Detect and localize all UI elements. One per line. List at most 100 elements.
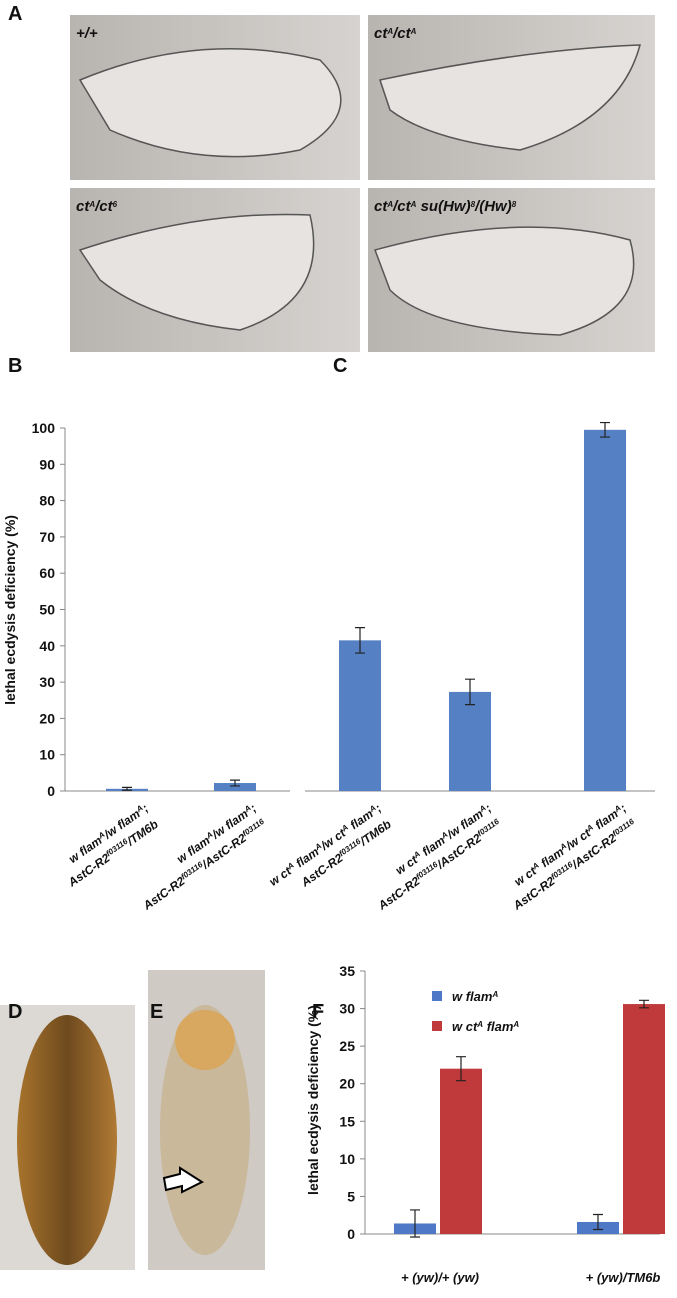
y-tick-label: 50	[39, 602, 55, 618]
superscript: A	[386, 27, 393, 36]
y-tick-label: 30	[339, 1001, 355, 1017]
panel-label: D	[8, 1001, 22, 1023]
text-segment: ct	[374, 198, 388, 215]
superscript: A	[410, 27, 417, 36]
bar	[339, 640, 381, 791]
text-segment: w flam	[452, 989, 493, 1004]
genotype-label: ctA/ct6	[76, 198, 118, 215]
superscript: A	[612, 803, 623, 814]
superscript: 8	[471, 200, 476, 209]
bar	[623, 1004, 665, 1234]
error-bar	[122, 786, 132, 791]
error-bar	[600, 421, 610, 438]
superscript: A	[491, 990, 498, 999]
superscript: A	[477, 803, 488, 814]
panel-label: B	[8, 355, 22, 377]
text-segment: /(Hw)	[474, 198, 512, 215]
genotype-label: ctA/ctA	[374, 25, 417, 42]
text-segment: w ct	[452, 1019, 478, 1034]
x-tick-label: AstC-R2f03116/AstC-R2f03116	[139, 816, 269, 913]
y-tick-label: 60	[39, 565, 55, 581]
error-bar	[410, 1209, 420, 1238]
error-bar	[593, 1213, 603, 1231]
error-bar	[639, 999, 649, 1009]
y-tick-label: 15	[339, 1113, 355, 1129]
superscript: A	[285, 860, 296, 871]
text-segment: /ct	[392, 198, 412, 215]
superscript: A	[367, 803, 378, 814]
y-tick-label: 25	[339, 1038, 355, 1054]
error-bar	[230, 779, 240, 787]
text-segment: ;	[617, 801, 628, 815]
panel-label: C	[333, 355, 347, 377]
panel-label: A	[8, 3, 22, 25]
bar	[214, 783, 256, 791]
genotype-label: +/+	[76, 25, 98, 42]
y-axis-label: lethal ecdysis deficiency (%)	[2, 515, 18, 705]
superscript: A	[386, 200, 393, 209]
y-tick-label: 40	[39, 638, 55, 654]
superscript: A	[530, 860, 541, 871]
text-segment: AstC-R2	[140, 874, 188, 913]
text-segment: +/+	[76, 25, 98, 42]
superscript: A	[557, 841, 568, 852]
legend-swatch	[432, 1021, 442, 1031]
legend-swatch	[432, 991, 442, 1001]
y-tick-label: 20	[339, 1076, 355, 1092]
x-tick-label: + (yw)/+ (yw)	[401, 1270, 479, 1285]
text-segment: ;	[139, 801, 150, 815]
text-segment: ;	[372, 801, 383, 815]
y-tick-label: 5	[347, 1188, 355, 1204]
bar	[584, 429, 626, 791]
superscript: A	[134, 803, 145, 814]
y-tick-label: 10	[339, 1151, 355, 1167]
wing-photos	[70, 15, 655, 352]
superscript: A	[312, 841, 323, 852]
text-segment: flam	[483, 1019, 514, 1034]
text-segment: ;	[247, 801, 258, 815]
superscript: A	[584, 822, 595, 833]
y-tick-label: 0	[347, 1226, 355, 1242]
legend-label: w flamA	[452, 989, 498, 1004]
panel-label: E	[150, 1001, 163, 1023]
text-segment: ct	[76, 198, 90, 215]
superscript: A	[411, 849, 422, 860]
x-tick-label: + (yw)/TM6b	[586, 1270, 661, 1285]
y-axis-label: lethal ecdysis deficiency (%)	[305, 1005, 321, 1195]
superscript: A	[476, 1020, 483, 1029]
y-tick-label: 35	[339, 963, 355, 979]
superscript: A	[439, 829, 450, 840]
superscript: 6	[113, 200, 118, 209]
superscript: A	[204, 829, 215, 840]
text-segment: ;	[482, 801, 493, 815]
bar	[440, 1068, 482, 1234]
text-segment: ct	[374, 25, 388, 42]
y-tick-label: 80	[39, 493, 55, 509]
y-tick-label: 10	[39, 747, 55, 763]
superscript: A	[410, 200, 417, 209]
superscript: A	[96, 829, 107, 840]
genotype-label: ctA/ctA su(Hw)8/(Hw)8	[374, 198, 517, 215]
superscript: A	[512, 1020, 519, 1029]
y-tick-label: 70	[39, 529, 55, 545]
error-bar	[456, 1056, 466, 1082]
panel-label: F	[312, 1001, 324, 1023]
bar	[449, 691, 491, 791]
superscript: A	[242, 803, 253, 814]
error-bar	[355, 627, 365, 654]
y-tick-label: 100	[32, 420, 56, 436]
superscript: 8	[512, 200, 517, 209]
superscript: A	[339, 822, 350, 833]
y-tick-label: 20	[39, 710, 55, 726]
pupa-photos	[0, 970, 265, 1270]
text-segment: su(Hw)	[416, 198, 470, 215]
error-bar	[465, 678, 475, 706]
y-tick-label: 30	[39, 674, 55, 690]
y-tick-label: 90	[39, 456, 55, 472]
text-segment: /ct	[392, 25, 412, 42]
text-segment: /ct	[94, 198, 114, 215]
y-tick-label: 0	[47, 783, 55, 799]
legend-label: w ctA flamA	[452, 1019, 519, 1034]
superscript: A	[88, 200, 95, 209]
